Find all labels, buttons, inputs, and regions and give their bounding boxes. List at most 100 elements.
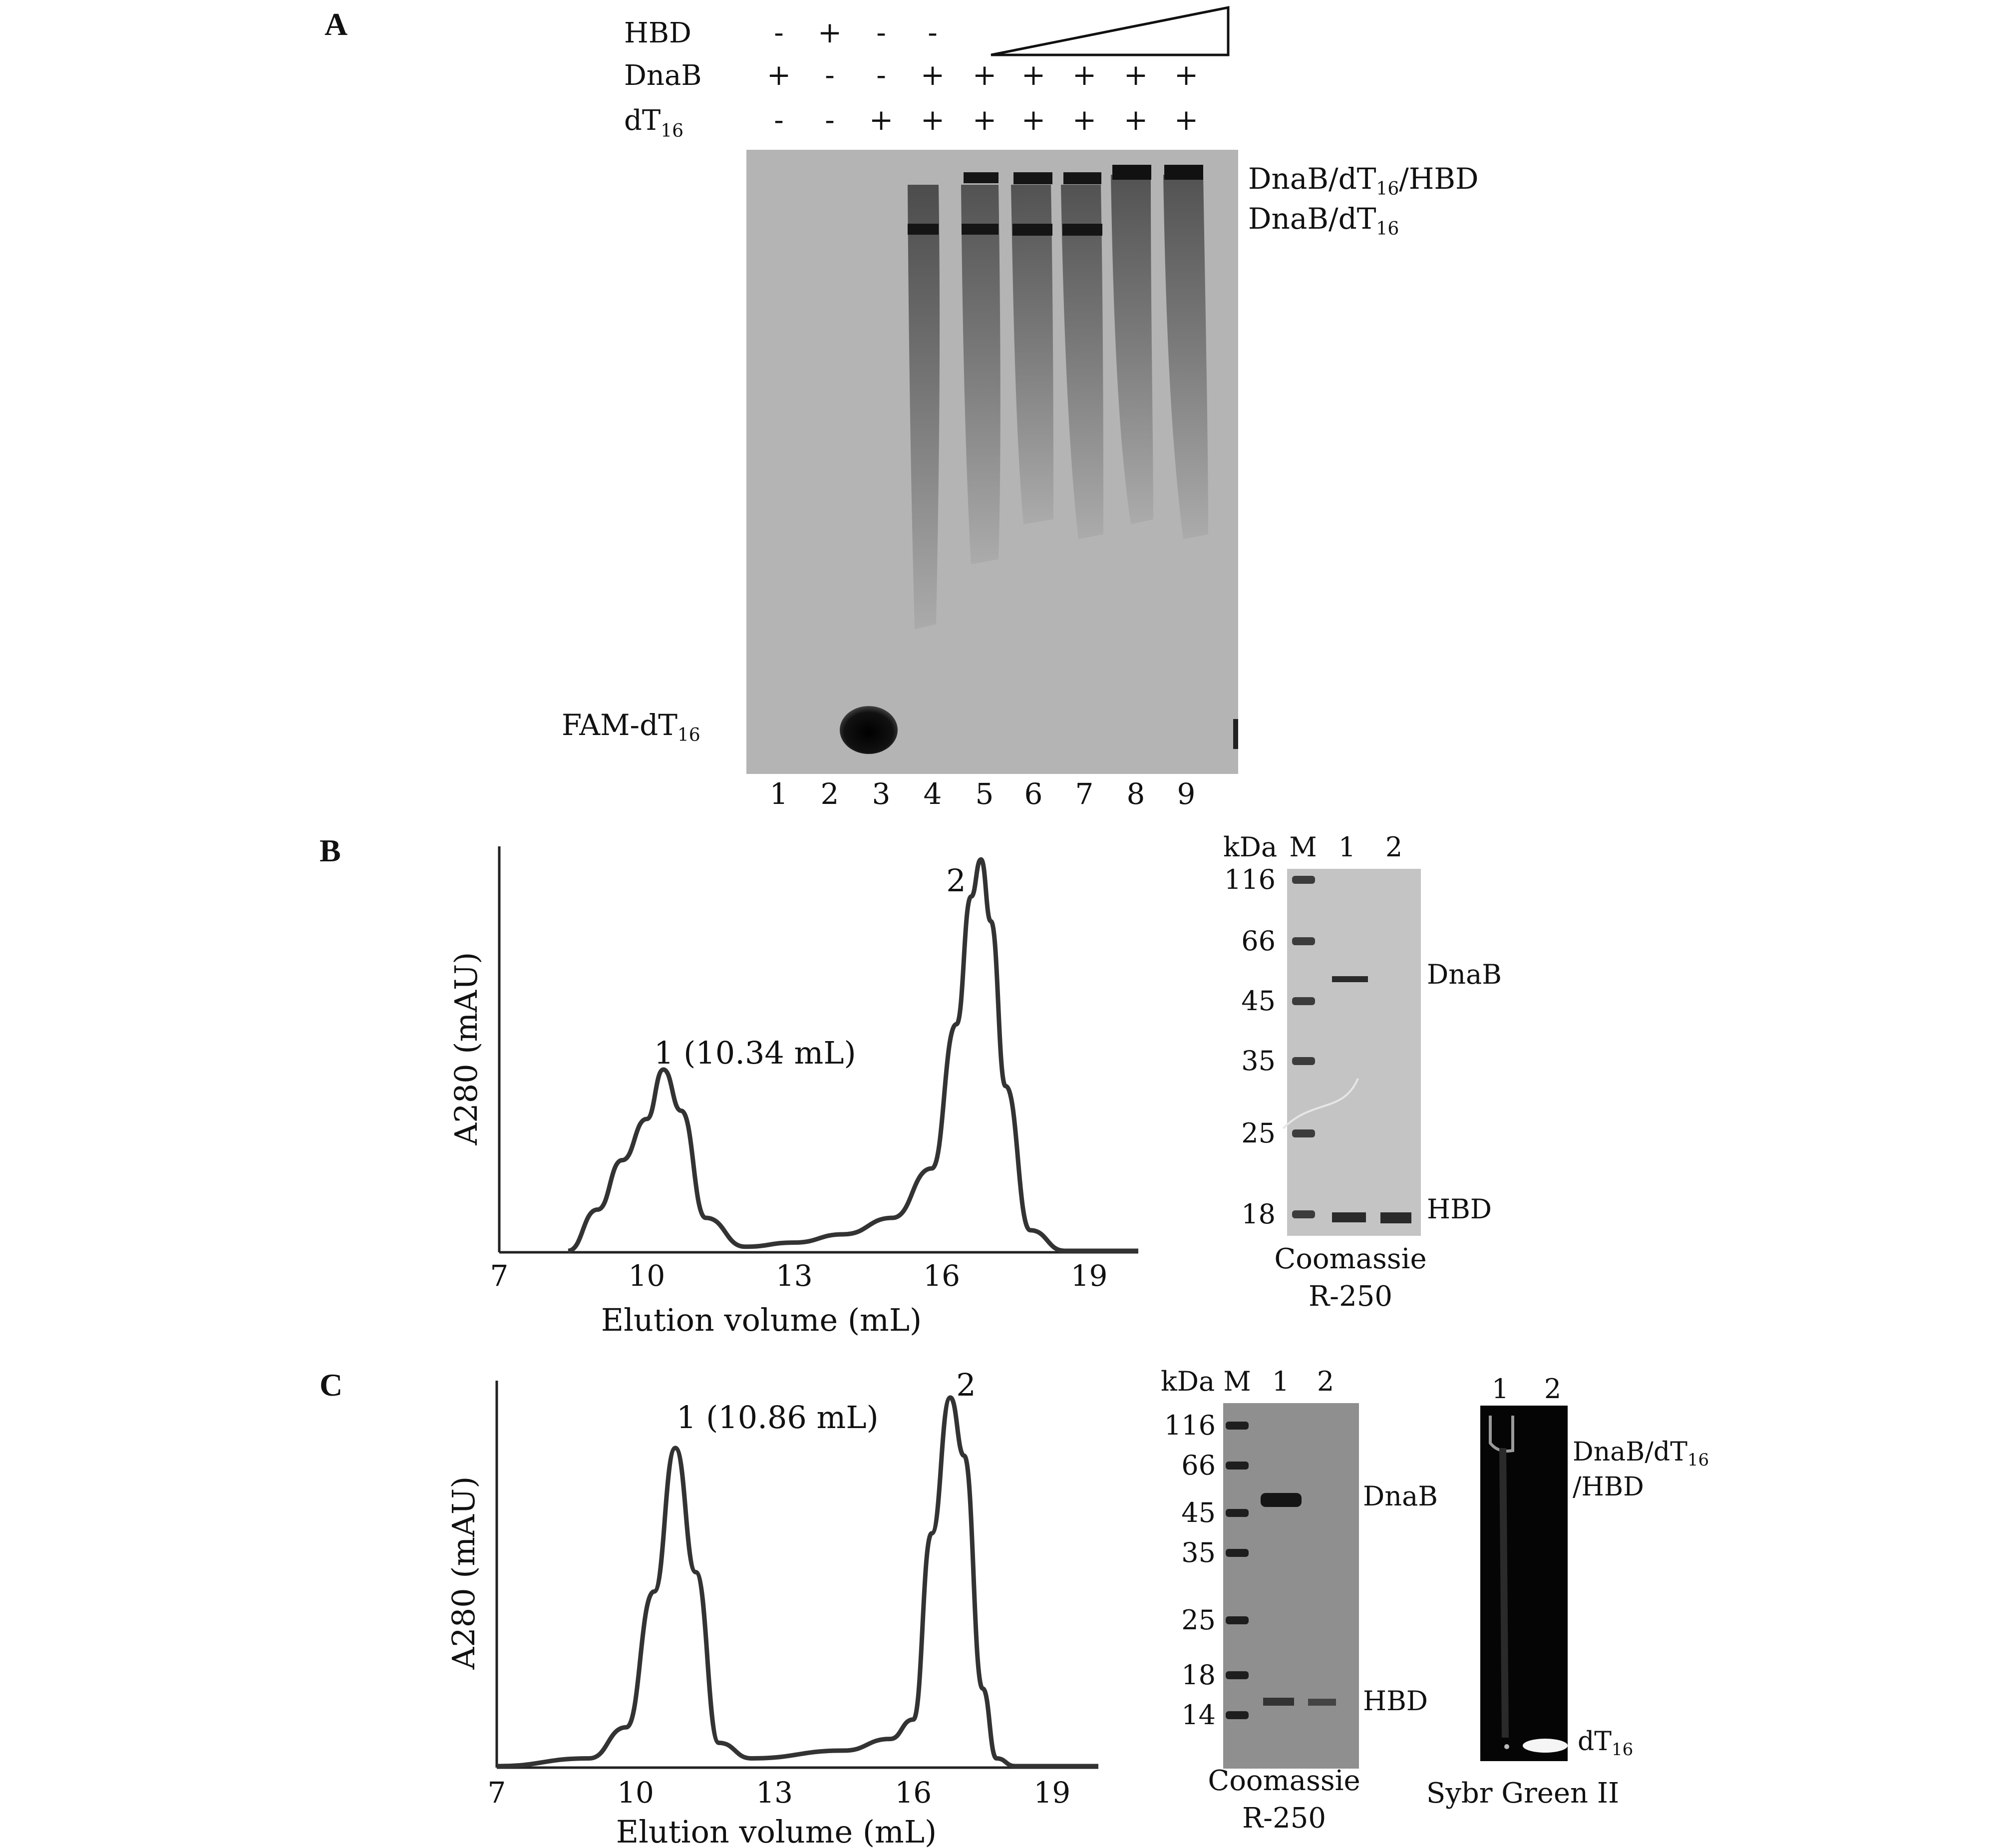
hbd-gradient-wedge [991, 5, 1230, 56]
c-dnab-band-lane1 [1261, 1493, 1302, 1507]
c-chromatogram-line [496, 1395, 1098, 1769]
c-sybr-dt16-band [1523, 1739, 1568, 1753]
b-ylabel: A280 (mAU) [448, 952, 484, 1145]
c-hbd-band-lane2 [1308, 1699, 1336, 1706]
c-gel-lane-m: M [1223, 1366, 1251, 1397]
sign-2-lane-7: + [1072, 103, 1097, 137]
c-stain-line1: Coomassie [1208, 1765, 1360, 1797]
marker-band [1292, 1129, 1315, 1137]
marker-label: 25 [1241, 1117, 1276, 1149]
b-coomassie-gel [1287, 869, 1421, 1236]
panel-a-letter: A [325, 6, 347, 42]
c-sybr-gel [1480, 1406, 1568, 1761]
sign-1-lane-2: - [825, 58, 835, 92]
c-sybr-spot [1504, 1744, 1509, 1749]
band-lower-lane5 [962, 224, 999, 235]
label-fam-dt16: FAM-dT16 [562, 708, 700, 745]
c-xticks: 7 10 13 16 19 [488, 1776, 1071, 1810]
lane-number: 8 [1127, 777, 1145, 811]
c-sybr-lane-1: 1 [1492, 1373, 1509, 1405]
marker-label: 14 [1181, 1699, 1216, 1731]
x-tick-label: 7 [490, 1259, 509, 1293]
band-lower-lane4 [908, 224, 939, 235]
band-upper-lane8 [1112, 165, 1151, 180]
lane-number: 5 [976, 777, 994, 811]
marker-label: 116 [1164, 1410, 1216, 1441]
band-upper-lane5 [964, 172, 999, 183]
lane-number: 1 [770, 777, 788, 811]
label-dnab-dt16-hbd: DnaB/dT16/HBD [1248, 162, 1478, 199]
c-sybr-complex-label-1: DnaB/dT16 [1573, 1437, 1709, 1470]
marker-label: 116 [1224, 864, 1276, 895]
b-hbd-band-lane2 [1380, 1212, 1411, 1223]
lane-number: 7 [1075, 777, 1094, 811]
b-peak1-label: 1 (10.34 mL) [654, 1035, 856, 1071]
c-gel-lane-2: 2 [1317, 1366, 1334, 1397]
c-stain-line2: R-250 [1242, 1802, 1326, 1835]
c-gel-dnab-label: DnaB [1363, 1480, 1438, 1512]
x-tick-label: 16 [923, 1259, 960, 1293]
c-sybr-lane1-smear [1499, 1448, 1509, 1738]
c-gel-lane-1: 1 [1272, 1366, 1289, 1397]
marker-band [1226, 1422, 1249, 1430]
marker-band [1292, 1057, 1315, 1065]
marker-label: 35 [1241, 1045, 1276, 1077]
lane6-smear [1011, 185, 1053, 524]
b-hbd-band-lane1 [1332, 1212, 1366, 1222]
b-gel-hbd-label: HBD [1427, 1193, 1492, 1225]
panel-c-letter: C [320, 1367, 342, 1403]
marker-label: 25 [1181, 1604, 1216, 1636]
marker-label: 35 [1181, 1537, 1216, 1568]
c-sybr-stain-label: Sybr Green II [1426, 1777, 1619, 1810]
marker-band [1226, 1616, 1249, 1624]
b-marker-ladder [1292, 876, 1315, 1218]
sign-1-lane-6: + [1021, 58, 1046, 92]
c-peak2-label: 2 [956, 1367, 976, 1403]
lane7-smear [1061, 185, 1103, 539]
free-probe-band [840, 706, 898, 754]
marker-band [1292, 937, 1315, 945]
sign-2-lane-2: - [825, 103, 835, 137]
label-dnab-dt16: DnaB/dT16 [1248, 202, 1399, 239]
marker-band [1226, 1509, 1249, 1517]
b-stain-line1: Coomassie [1274, 1243, 1426, 1275]
band-upper-lane6 [1013, 172, 1052, 184]
marker-band [1226, 1462, 1249, 1470]
x-tick-label: 19 [1071, 1259, 1108, 1293]
b-marker-labels: 116 66 45 35 25 18 [1224, 864, 1276, 1230]
sign-2-lane-6: + [1021, 103, 1046, 137]
sign-1-lane-4: + [921, 58, 945, 92]
band-upper-lane9 [1164, 165, 1203, 180]
lane-number: 3 [872, 777, 891, 811]
b-gel-unit: kDa [1223, 831, 1277, 863]
marker-band [1292, 1210, 1315, 1218]
sign-0-lane-1: - [774, 15, 784, 49]
sign-matrix: - + - -+ - - + + + + + +- - + + + + + + + [767, 15, 1199, 137]
x-tick-label: 10 [628, 1259, 665, 1293]
band-upper-lane7 [1063, 172, 1101, 184]
c-peak1-label: 1 (10.86 mL) [676, 1399, 879, 1436]
lane9-smear [1163, 175, 1208, 539]
b-gel-lane-2: 2 [1385, 831, 1402, 863]
b-xticks: 7 10 13 16 19 [490, 1259, 1108, 1293]
sign-1-lane-3: - [876, 58, 886, 92]
b-xlabel: Elution volume (mL) [601, 1302, 922, 1338]
marker-band [1226, 1549, 1249, 1557]
c-hbd-band-lane1 [1263, 1698, 1294, 1706]
lane-number: 2 [821, 777, 839, 811]
sign-2-lane-9: + [1174, 103, 1199, 137]
b-gel-lane-m: M [1289, 831, 1317, 863]
c-marker-labels: 116 66 45 35 25 18 14 [1164, 1410, 1216, 1731]
sign-1-lane-1: + [767, 58, 791, 92]
marker-label: 18 [1241, 1198, 1276, 1230]
b-gel-dnab-label: DnaB [1427, 959, 1502, 990]
x-tick-label: 16 [895, 1776, 932, 1810]
sign-0-lane-3: - [876, 15, 886, 49]
b-dnab-band-lane1 [1332, 976, 1368, 982]
marker-label: 18 [1181, 1659, 1216, 1691]
lane5-smear [961, 185, 1001, 564]
sign-2-lane-3: + [869, 103, 894, 137]
row-label-dnab: DnaB [624, 59, 702, 92]
b-chromatogram-line [567, 857, 1138, 1253]
